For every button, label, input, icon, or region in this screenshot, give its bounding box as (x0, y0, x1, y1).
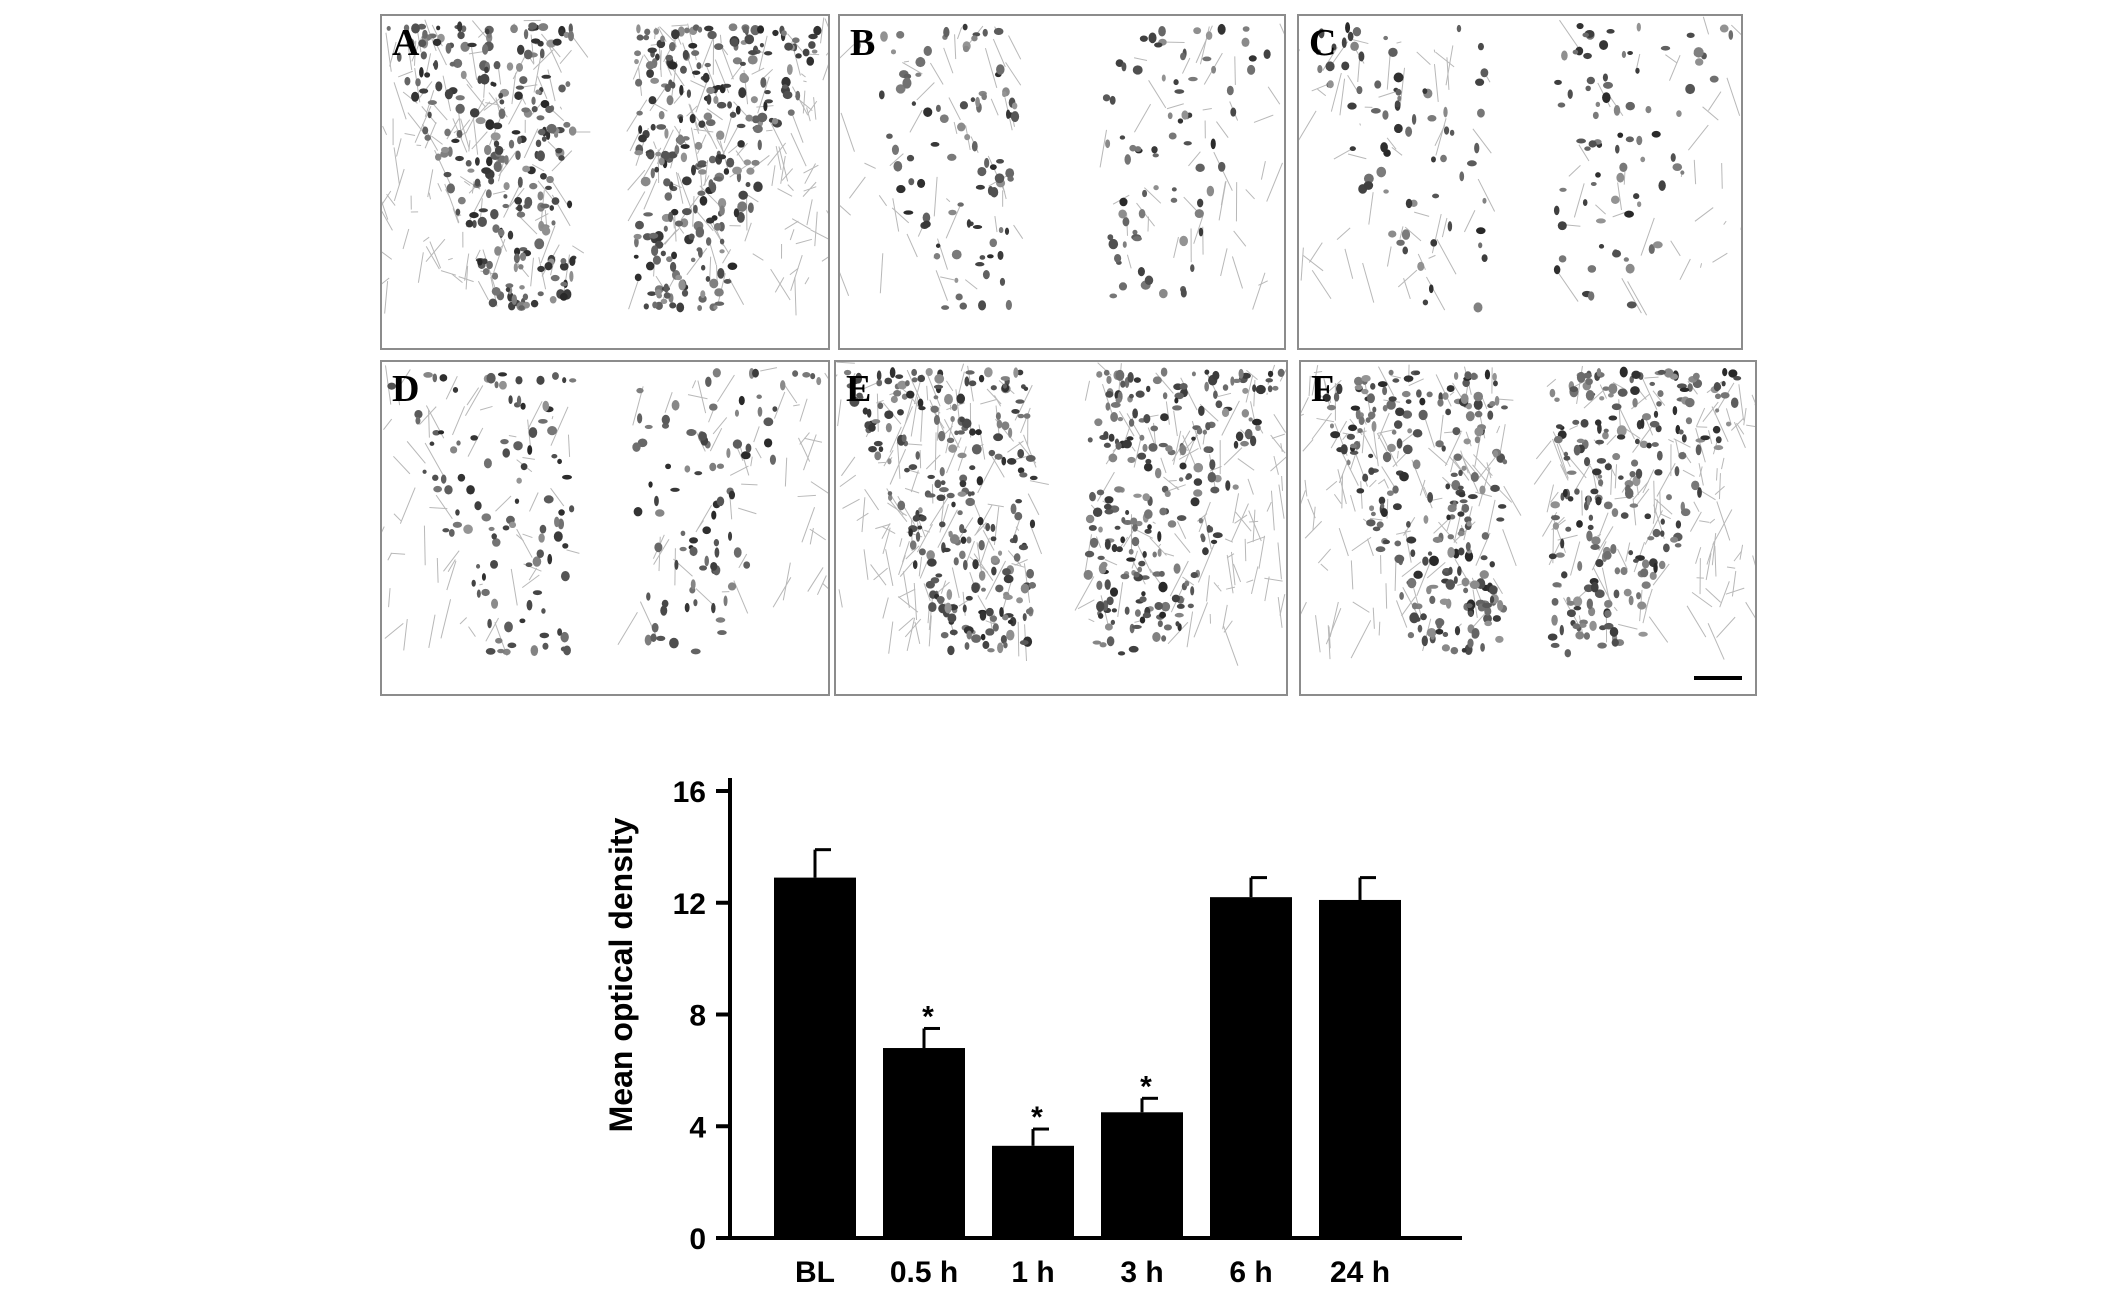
micrograph-panel-d: D (380, 360, 830, 696)
x-tick-label: BL (795, 1256, 835, 1289)
micrograph-panel-a: A (380, 14, 830, 350)
bar (992, 1145, 1074, 1238)
y-tick-label: 0 (689, 1223, 706, 1256)
micrograph-image-f (1301, 364, 1755, 680)
bar (883, 1048, 965, 1238)
x-tick-label: 0.5 h (890, 1256, 958, 1289)
bar (1101, 1112, 1183, 1238)
micrograph-panel-e: E (834, 360, 1288, 696)
micrograph-image-d (382, 365, 828, 657)
micrograph-panel-b: B (838, 14, 1286, 350)
micrograph-image-a (382, 17, 828, 316)
y-axis-label: Mean optical density (603, 817, 639, 1132)
panel-label-b: B (850, 22, 876, 64)
bar (774, 877, 856, 1238)
panel-label-f: F (1311, 368, 1335, 410)
bar-chart: Mean optical density 0 4 8 12 16 * * * BL 0.5 h… (603, 776, 1462, 1289)
y-tick-label: 8 (689, 1000, 706, 1033)
y-tick-label: 4 (689, 1111, 706, 1144)
y-tick-label: 16 (673, 776, 706, 809)
micrograph-panel-f: F (1299, 360, 1757, 696)
panel-label-d: D (392, 368, 420, 410)
y-axis-ticks: 0 4 8 12 16 (673, 776, 730, 1256)
x-tick-label: 3 h (1120, 1256, 1163, 1289)
x-tick-label: 24 h (1330, 1256, 1390, 1289)
panel-label-a: A (392, 22, 420, 64)
significance-star: * (1031, 1101, 1043, 1134)
y-tick-label: 12 (673, 888, 706, 921)
x-tick-label: 1 h (1011, 1256, 1054, 1289)
panel-label-e: E (846, 368, 872, 410)
bar (1210, 897, 1292, 1238)
panel-label-c: C (1309, 22, 1337, 64)
x-axis-tick-labels: BL 0.5 h 1 h 3 h 6 h 24 h (795, 1256, 1390, 1289)
significance-star: * (922, 1000, 934, 1033)
bars: * * * (774, 848, 1401, 1238)
micrograph-image-c (1299, 16, 1741, 316)
micrograph-panel-c: C (1297, 14, 1743, 350)
micrograph-image-b (840, 23, 1284, 311)
bar (1319, 899, 1401, 1238)
micrograph-image-e (836, 362, 1286, 666)
significance-star: * (1140, 1070, 1152, 1103)
x-tick-label: 6 h (1229, 1256, 1272, 1289)
